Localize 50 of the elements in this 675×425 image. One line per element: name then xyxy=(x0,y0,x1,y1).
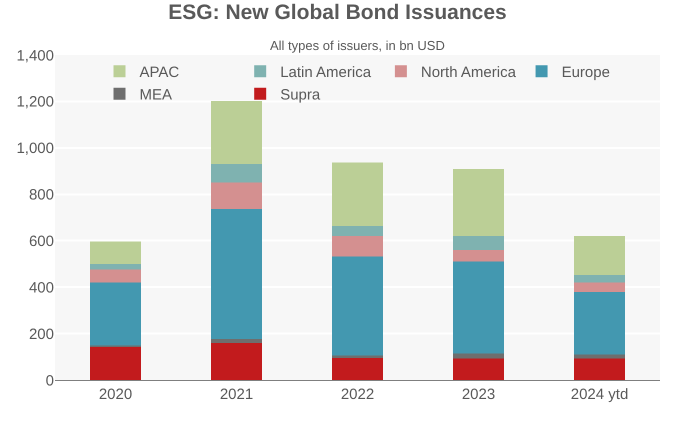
legend-label: APAC xyxy=(140,64,180,82)
bar xyxy=(453,250,504,262)
x-tick-label: 2024 ytd xyxy=(570,386,628,403)
bar xyxy=(332,226,383,236)
bar xyxy=(211,339,262,344)
bar xyxy=(574,354,625,359)
x-tick-label: 2022 xyxy=(340,386,374,403)
chart-title: ESG: New Global Bond Issuances xyxy=(168,0,507,24)
legend-label: Supra xyxy=(280,86,321,104)
bar xyxy=(90,346,141,380)
bar xyxy=(332,256,383,356)
y-tick-label: 400 xyxy=(28,279,54,296)
bar xyxy=(453,354,504,359)
bar xyxy=(453,169,504,236)
bar xyxy=(574,292,625,355)
bar xyxy=(574,282,625,292)
bar xyxy=(211,182,262,210)
y-tick-label: 0 xyxy=(46,372,54,390)
x-tick-label: 2021 xyxy=(220,386,254,403)
y-tick-label: 1,000 xyxy=(16,140,54,158)
x-tick-label: 2020 xyxy=(98,386,132,403)
bar xyxy=(211,101,262,164)
bar xyxy=(211,209,262,340)
bar xyxy=(332,162,383,226)
legend-label: MEA xyxy=(140,86,172,104)
bar xyxy=(211,343,262,380)
x-tick-label: 2023 xyxy=(462,386,496,403)
y-tick-label: 200 xyxy=(28,326,54,343)
chart-subtitle: All types of issuers, in bn USD xyxy=(270,38,445,53)
legend-label: Europe xyxy=(562,64,610,82)
bar xyxy=(453,236,504,250)
bar xyxy=(90,264,141,270)
bar xyxy=(332,355,383,358)
y-tick-label: 800 xyxy=(28,186,54,204)
bar xyxy=(574,275,625,282)
y-tick-label: 600 xyxy=(28,232,54,250)
bar xyxy=(332,357,383,380)
y-tick-label: 1,200 xyxy=(16,94,54,111)
bar xyxy=(90,269,141,282)
bar xyxy=(211,164,262,182)
bar xyxy=(90,282,141,346)
bar xyxy=(90,241,141,264)
bar xyxy=(574,358,625,380)
bar xyxy=(574,236,625,276)
bar xyxy=(453,262,504,354)
legend-label: Latin America xyxy=(280,64,372,82)
bar xyxy=(332,236,383,256)
bar xyxy=(453,358,504,380)
y-tick-label: 1,400 xyxy=(16,47,54,64)
legend-label: North America xyxy=(420,64,517,82)
